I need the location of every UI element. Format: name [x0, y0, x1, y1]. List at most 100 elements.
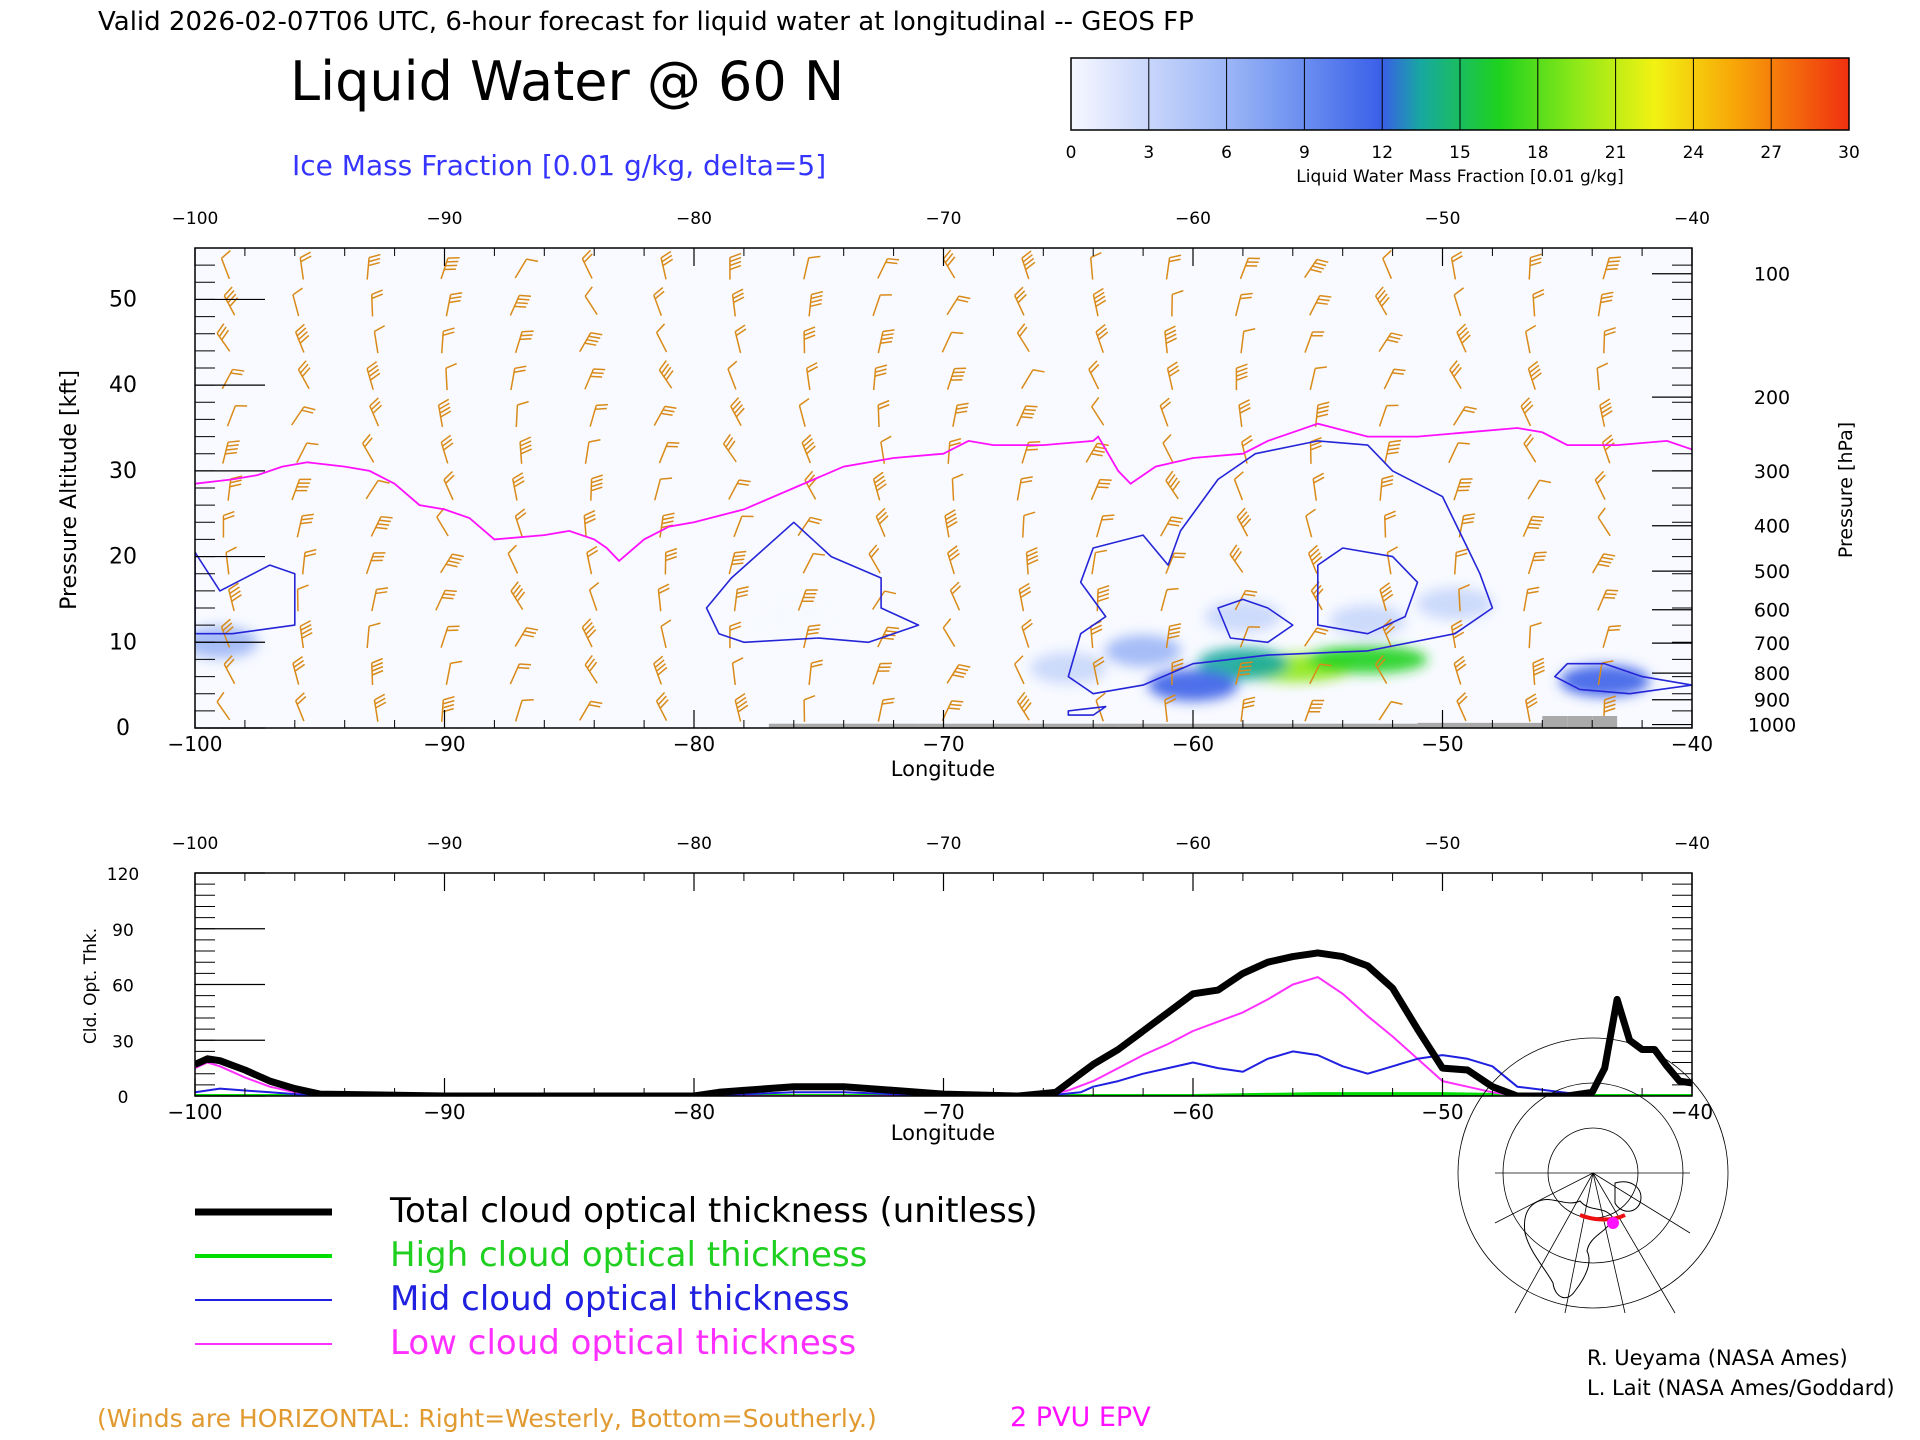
wind-barb	[808, 659, 823, 686]
wind-barb	[1449, 360, 1462, 389]
wind-barb	[371, 289, 384, 317]
wind-barb	[1016, 405, 1038, 427]
inset-map	[1457, 1037, 1729, 1314]
wind-barb	[1088, 360, 1100, 390]
wind-barb	[1303, 627, 1329, 647]
wind-barb	[1159, 397, 1172, 427]
y-tick-label: 60	[112, 977, 134, 997]
x-tick-label: −70	[922, 732, 964, 756]
wind-barb	[1309, 663, 1332, 685]
wind-barb	[440, 625, 460, 648]
wind-barb	[510, 581, 526, 611]
y-tick-label: 120	[107, 865, 139, 885]
y-tick-label: 0	[118, 1088, 129, 1108]
wind-barb	[1160, 516, 1184, 537]
wind-barb	[1523, 586, 1540, 612]
wind-barb	[660, 619, 672, 649]
wind-barb	[653, 286, 665, 317]
wind-barb	[581, 249, 593, 279]
wind-barb	[440, 327, 455, 354]
map-location-dot	[1607, 1217, 1619, 1229]
wind-barb	[369, 397, 383, 427]
x-top-tick-label: −100	[172, 209, 219, 229]
wind-barb	[734, 324, 747, 354]
wind-barb	[584, 654, 598, 684]
wind-barb	[1453, 405, 1477, 426]
wind-barb	[1378, 332, 1403, 352]
wind-barb	[514, 330, 534, 354]
wind-barb	[292, 287, 303, 317]
wind-barb	[371, 587, 389, 612]
wind-barb	[1532, 289, 1545, 317]
wind-barb	[291, 406, 316, 426]
wind-barb	[1089, 251, 1102, 280]
wind-barbs	[216, 249, 1621, 722]
x-top-tick-label: −50	[1425, 834, 1461, 854]
wind-barb	[1602, 256, 1621, 280]
wind-barb	[1309, 366, 1327, 391]
wind-barb	[657, 583, 670, 612]
wind-barb	[659, 512, 675, 538]
x-tick-label: −90	[423, 1100, 465, 1124]
wind-barb	[216, 323, 231, 352]
wind-barb	[941, 331, 964, 353]
wind-barb	[1378, 404, 1399, 427]
series-line-0	[195, 949, 1692, 1096]
wind-barb	[731, 657, 744, 686]
wind-barb	[1453, 287, 1465, 317]
ice-contours	[195, 440, 1692, 716]
epv-label: 2 PVU EPV	[1010, 1402, 1151, 1433]
wind-barb	[1303, 258, 1329, 279]
wind-barb	[1165, 552, 1186, 574]
map-greenland	[1614, 1181, 1642, 1212]
wind-barb	[1229, 544, 1244, 573]
wind-barb	[1092, 287, 1107, 317]
wind-barb	[664, 547, 678, 575]
wind-barb	[1021, 368, 1045, 389]
colorbar-tick-label: 12	[1371, 143, 1393, 163]
wind-barb	[297, 360, 311, 390]
wind-barb	[514, 698, 534, 722]
map-background	[1495, 1163, 1690, 1313]
wind-barb	[581, 618, 597, 648]
wind-barb	[1239, 257, 1261, 280]
wind-barb	[734, 693, 749, 722]
colorbar-tick-label: 15	[1449, 143, 1471, 163]
wind-barb	[1164, 694, 1177, 722]
colorbar-tick-label: 21	[1605, 143, 1627, 163]
wind-barb	[296, 442, 319, 463]
wind-barb	[660, 250, 674, 280]
liquid-water-blob	[1030, 652, 1107, 684]
wind-barb	[228, 582, 242, 612]
y-tick-label: 30	[112, 1032, 134, 1052]
wind-barb	[658, 360, 674, 389]
wind-barb	[223, 655, 236, 685]
wind-barb	[872, 364, 888, 391]
wind-barb	[1021, 618, 1033, 648]
map-cross-section-line	[1579, 1213, 1626, 1222]
wind-barb	[802, 552, 825, 574]
wind-barb	[589, 403, 608, 427]
wind-barb	[1312, 472, 1325, 501]
colorbar-tick-label: 0	[1066, 143, 1077, 163]
wind-barb	[1162, 433, 1174, 463]
bottom-axes: −100 −100 −90 −90 −80 −80 −70 −70 −60 −60 −50 −50 −4…	[107, 834, 1713, 1124]
wind-barb	[1450, 251, 1463, 280]
liquid-water-blob	[1416, 587, 1493, 620]
wind-barb	[1307, 544, 1323, 574]
tropopause-line	[195, 422, 1692, 563]
wind-barb	[514, 258, 539, 279]
terrain-segment	[918, 723, 1044, 728]
wind-barb	[1165, 254, 1182, 280]
pressure-tick-label: 800	[1754, 663, 1790, 685]
x-tick-label: −60	[1172, 732, 1214, 756]
wind-barb	[947, 545, 960, 575]
wind-barb	[942, 618, 956, 647]
wind-barb	[1532, 657, 1545, 686]
top-panel: −100 −100 −90 −90 −80 −80 −70 −70 −60 −60 −50 −50 −4…	[57, 209, 1857, 781]
terrain-segment	[1567, 716, 1593, 728]
ice-contour	[1067, 705, 1107, 716]
x-tick-label: −50	[1421, 732, 1463, 756]
wind-barb	[728, 550, 747, 575]
